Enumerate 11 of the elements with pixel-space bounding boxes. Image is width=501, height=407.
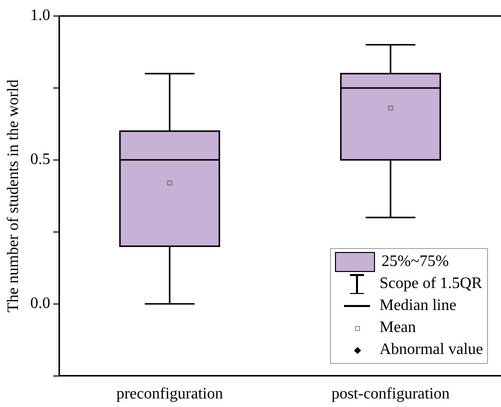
y-tick-label: 0.5 xyxy=(30,151,50,168)
annotation: Median line xyxy=(379,296,456,316)
annotation: Abnormal value xyxy=(379,340,483,360)
annotation: Scope of 1.5QR xyxy=(379,274,482,294)
annotation: Mean xyxy=(379,318,416,338)
x-tick-label: post-configuration xyxy=(331,386,450,403)
x-tick-label: preconfiguration xyxy=(116,386,223,403)
legend-label: 25%~75% xyxy=(381,252,449,272)
y-tick-label: 0.0 xyxy=(30,295,50,312)
y-tick-label: 1.0 xyxy=(30,7,50,24)
y-axis-title: The number of students in the world xyxy=(4,79,22,312)
